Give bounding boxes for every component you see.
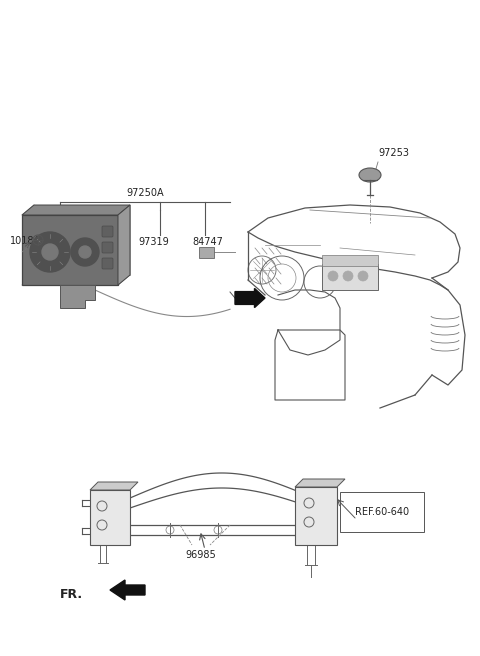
Polygon shape [60, 285, 95, 308]
Circle shape [358, 271, 368, 281]
Polygon shape [235, 289, 265, 308]
Text: 97250A: 97250A [126, 188, 164, 198]
Text: 96985: 96985 [185, 550, 216, 560]
FancyBboxPatch shape [102, 242, 113, 253]
Text: 84747: 84747 [192, 237, 223, 247]
FancyBboxPatch shape [322, 264, 377, 289]
Circle shape [71, 238, 99, 266]
Text: FR.: FR. [60, 588, 83, 602]
Ellipse shape [359, 168, 381, 182]
Circle shape [343, 271, 353, 281]
Polygon shape [22, 215, 118, 285]
Text: 97253: 97253 [378, 148, 409, 158]
Text: 97319: 97319 [138, 237, 169, 247]
FancyBboxPatch shape [102, 258, 113, 269]
Polygon shape [295, 487, 337, 545]
Polygon shape [110, 580, 145, 600]
FancyBboxPatch shape [102, 226, 113, 237]
Text: REF.60-640: REF.60-640 [355, 507, 409, 517]
Polygon shape [90, 490, 130, 545]
Polygon shape [90, 482, 138, 490]
Polygon shape [22, 205, 130, 215]
Circle shape [30, 232, 70, 272]
Polygon shape [118, 205, 130, 285]
Circle shape [79, 246, 91, 258]
Polygon shape [295, 479, 345, 487]
Circle shape [328, 271, 338, 281]
FancyBboxPatch shape [199, 247, 214, 258]
FancyBboxPatch shape [322, 255, 377, 266]
Circle shape [42, 244, 58, 260]
Text: 1018AD: 1018AD [10, 236, 49, 246]
